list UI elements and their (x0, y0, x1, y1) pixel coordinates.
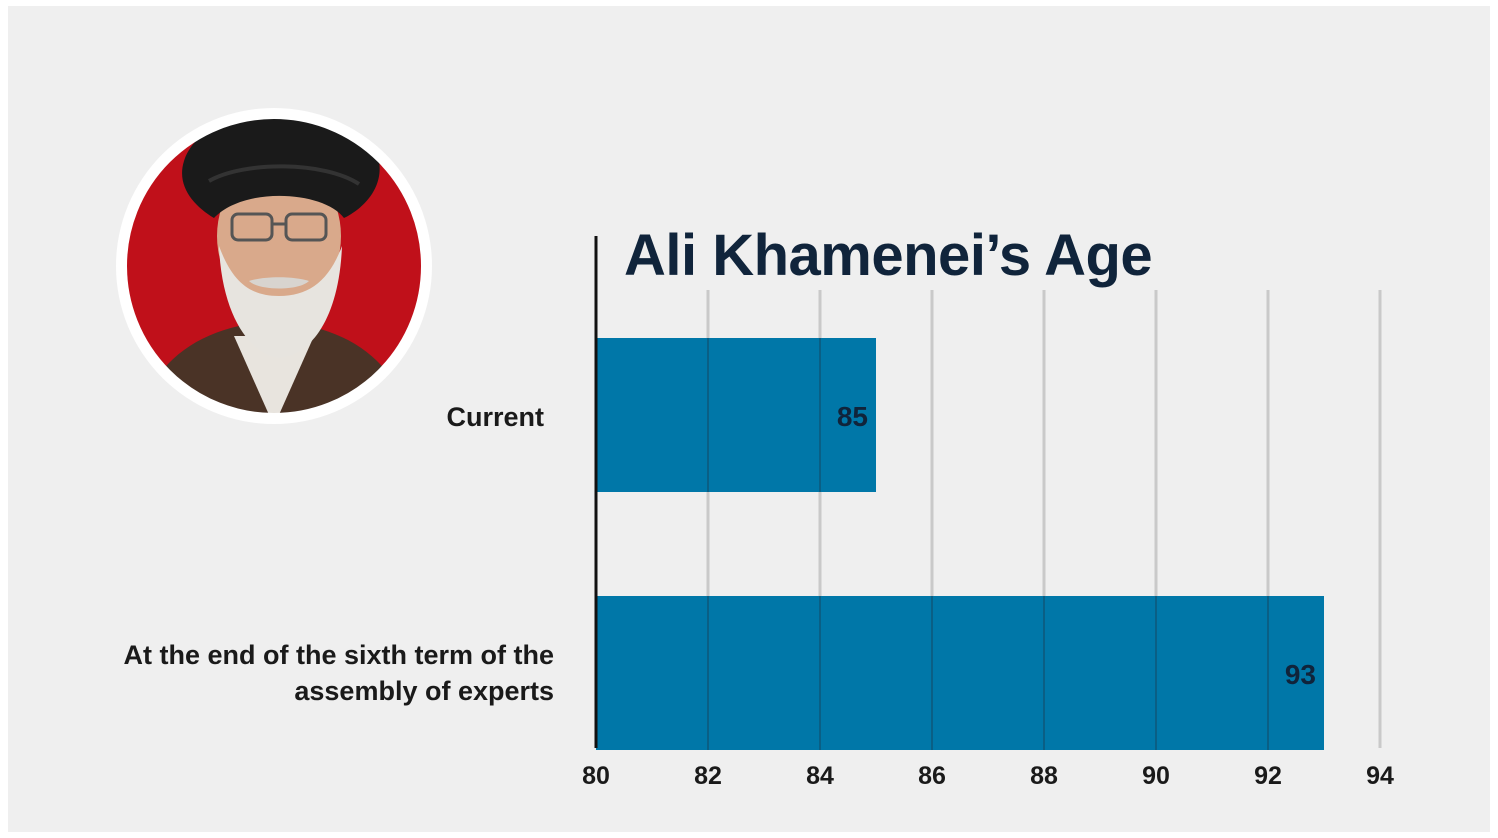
portrait-photo-icon (116, 108, 432, 424)
x-tick-label-86: 86 (918, 762, 946, 790)
category-label-current: Current (446, 402, 544, 432)
x-tick-label-88: 88 (1030, 762, 1058, 790)
bar-1 (596, 596, 1324, 750)
x-tick-label-90: 90 (1142, 762, 1170, 790)
x-tick-label-82: 82 (694, 762, 722, 790)
x-tick-label-80: 80 (582, 762, 610, 790)
data-label-1: 93 (1285, 659, 1316, 690)
chart-title: Ali Khamenei’s Age (624, 223, 1153, 288)
x-tick-label-94: 94 (1366, 762, 1394, 790)
x-tick-label-84: 84 (806, 762, 834, 790)
x-tick-label-92: 92 (1254, 762, 1282, 790)
category-label-end-of-term: At the end of the sixth term of the asse… (123, 640, 554, 706)
data-label-0: 85 (837, 401, 868, 432)
bar-0 (596, 338, 876, 492)
